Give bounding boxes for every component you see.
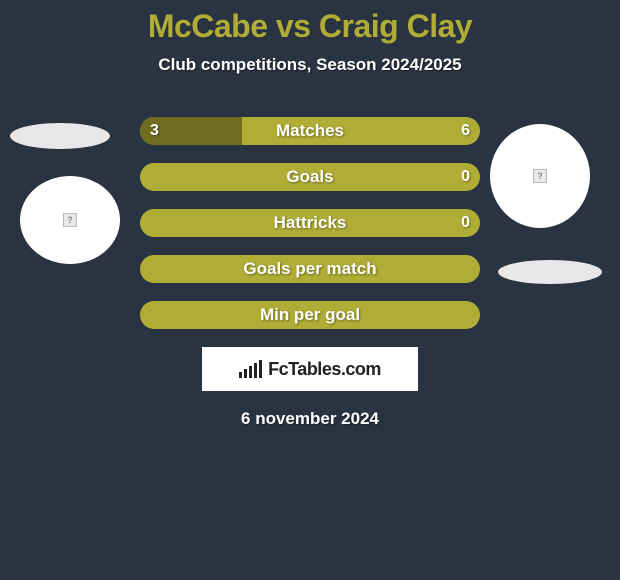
- logo-text: FcTables.com: [268, 359, 381, 380]
- stat-value-right: 0: [461, 209, 470, 237]
- stat-row: Matches3 6: [140, 117, 480, 145]
- stat-row: Min per goal: [140, 301, 480, 329]
- stat-value-right: 6: [461, 117, 470, 145]
- avatar-placeholder-icon: [533, 169, 547, 183]
- widget-root: McCabe vs Craig Clay Club competitions, …: [0, 0, 620, 580]
- player-avatar-left: [20, 176, 120, 264]
- page-title: McCabe vs Craig Clay: [0, 0, 620, 45]
- logo-bars-icon: [239, 360, 262, 378]
- stat-label: Min per goal: [140, 301, 480, 329]
- subtitle: Club competitions, Season 2024/2025: [0, 55, 620, 75]
- decor-ellipse-top-left: [10, 123, 110, 149]
- stat-label: Matches: [140, 117, 480, 145]
- stat-label: Goals: [140, 163, 480, 191]
- avatar-placeholder-icon: [63, 213, 77, 227]
- player-avatar-right: [490, 124, 590, 228]
- decor-ellipse-bot-right: [498, 260, 602, 284]
- stats-list: Matches36Goals0Hattricks0Goals per match…: [140, 117, 480, 329]
- stat-value-left: 3: [150, 117, 159, 145]
- stat-value-right: 0: [461, 163, 470, 191]
- stat-label: Goals per match: [140, 255, 480, 283]
- date-label: 6 november 2024: [0, 409, 620, 429]
- stat-label: Hattricks: [140, 209, 480, 237]
- stat-row: Hattricks0: [140, 209, 480, 237]
- stat-row: Goals0: [140, 163, 480, 191]
- stat-row: Goals per match: [140, 255, 480, 283]
- source-logo: FcTables.com: [202, 347, 418, 391]
